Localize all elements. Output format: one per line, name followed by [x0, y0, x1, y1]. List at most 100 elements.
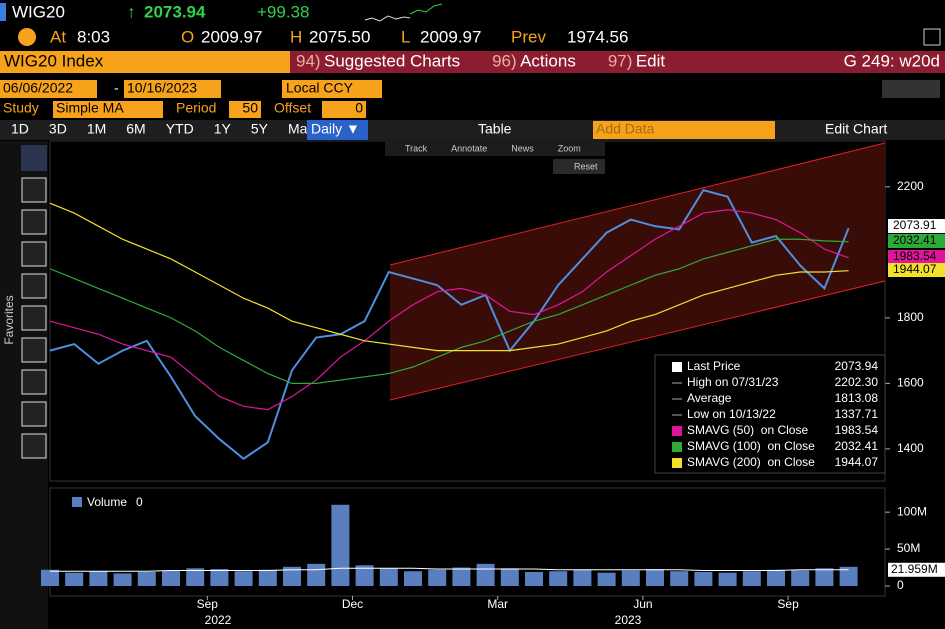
close-button[interactable] [923, 28, 941, 46]
menu-item[interactable]: Edit [636, 51, 666, 70]
volume-bar [597, 572, 616, 586]
period-box[interactable] [229, 101, 261, 118]
change: +99.38 [257, 2, 309, 21]
legend-value: 1944.07 [835, 455, 879, 469]
gauge-icon [18, 28, 36, 46]
menu-bar [290, 51, 945, 73]
sparkline-up [409, 3, 443, 15]
reset: Reset [574, 161, 598, 171]
period-button[interactable]: 6M [126, 121, 145, 137]
legend-value: 2202.30 [835, 375, 879, 389]
legend-marker [672, 458, 682, 468]
x-tick-label: Mar [487, 597, 508, 611]
low: 2009.97 [420, 27, 481, 46]
legend-value: 2073.94 [835, 359, 879, 373]
study-label: Study [3, 100, 39, 116]
volume-bar [428, 569, 447, 586]
legend-label: SMAVG (50) on Close [687, 423, 808, 437]
low-label: L [401, 27, 410, 46]
legend-label: SMAVG (100) on Close [687, 439, 815, 453]
menu-key[interactable]: 96) [492, 51, 517, 70]
chart-tool[interactable]: Annotate [451, 143, 487, 153]
arrow: ↑ [127, 2, 136, 21]
legend-value: 1337.71 [835, 407, 879, 421]
series-line [49, 209, 849, 411]
period-button[interactable]: 3D [49, 121, 67, 137]
edit-chart[interactable]: Edit Chart [825, 121, 887, 137]
y-tick-label: 1800 [897, 310, 924, 324]
tool-icons [21, 177, 47, 459]
legend-box [654, 354, 886, 474]
menu-item[interactable]: Suggested Charts [324, 51, 460, 70]
volume-bar [162, 570, 180, 586]
last-value-box [888, 263, 945, 277]
period-button[interactable]: 5Y [251, 121, 269, 137]
volume-bar [839, 566, 858, 586]
currency-box[interactable] [282, 80, 382, 98]
currency: Local CCY [286, 80, 354, 96]
chart-tools [385, 141, 605, 156]
chart-tool[interactable]: Zoom [558, 143, 581, 153]
at-label: At [50, 27, 66, 46]
x-tick-label: Jun [633, 597, 652, 611]
volume-bar [791, 570, 810, 586]
chart-tool[interactable]: Track [405, 143, 428, 153]
menu-key[interactable]: 97) [608, 51, 633, 70]
legend-value: 1813.08 [835, 391, 879, 405]
offset-box[interactable] [322, 101, 366, 118]
period-button[interactable]: 1M [87, 121, 106, 137]
prev: 1974.56 [567, 27, 628, 46]
marker [0, 3, 6, 21]
volume-bar [113, 573, 132, 586]
volume-bar [89, 571, 108, 586]
study-box[interactable] [53, 101, 163, 118]
security-box[interactable] [0, 51, 290, 73]
offset-label: Offset [274, 100, 311, 116]
end-date: 10/16/2023 [127, 80, 197, 96]
volume-bar [476, 563, 495, 586]
last-value-box [888, 234, 945, 248]
volume-legend: Volume [87, 495, 127, 509]
menu-item[interactable]: Actions [520, 51, 576, 70]
volume-bar [307, 563, 326, 586]
volume-bar [41, 569, 59, 586]
volume-bar [500, 568, 519, 586]
volume-bar [404, 571, 422, 586]
start-date-box[interactable] [0, 80, 97, 98]
table-button[interactable]: Table [478, 121, 512, 137]
volume-tick-label: 0 [897, 578, 904, 592]
volume-bar [234, 571, 253, 586]
legend-marker [672, 442, 682, 452]
undo-redo[interactable] [882, 80, 940, 98]
add-data-box[interactable] [593, 121, 775, 139]
offset: 0 [355, 100, 363, 116]
chart-tool[interactable]: News [511, 143, 534, 153]
volume-bar [767, 569, 785, 586]
volume-bar [742, 571, 761, 586]
volume-bar [525, 571, 543, 586]
security: WIG20 Index [4, 51, 104, 70]
volume-bar [549, 571, 568, 586]
year-label: 2023 [615, 613, 642, 627]
volume-average-box [888, 562, 945, 577]
period-button[interactable]: 1Y [214, 121, 232, 137]
last-value-label: 1944.07 [893, 262, 937, 276]
y-tick-label: 1600 [897, 376, 924, 390]
period: 50 [242, 100, 258, 116]
volume-average [50, 567, 849, 572]
volume-legend-marker [72, 497, 82, 507]
reset-box[interactable] [553, 159, 605, 174]
end-date-box[interactable] [124, 80, 221, 98]
legend-marker [672, 426, 682, 436]
legend-label: Low on 10/13/22 [687, 407, 776, 421]
series-line [49, 238, 849, 384]
pointer-tool[interactable] [21, 145, 47, 171]
volume-bar [331, 504, 350, 586]
favorites[interactable]: Favorites [2, 295, 16, 344]
period-button[interactable]: 1D [11, 121, 29, 137]
menu-key[interactable]: 94) [296, 51, 321, 70]
frequency-box[interactable] [307, 120, 368, 140]
series-line [49, 188, 850, 460]
volume-bar [573, 569, 592, 586]
period-button[interactable]: YTD [166, 121, 194, 137]
